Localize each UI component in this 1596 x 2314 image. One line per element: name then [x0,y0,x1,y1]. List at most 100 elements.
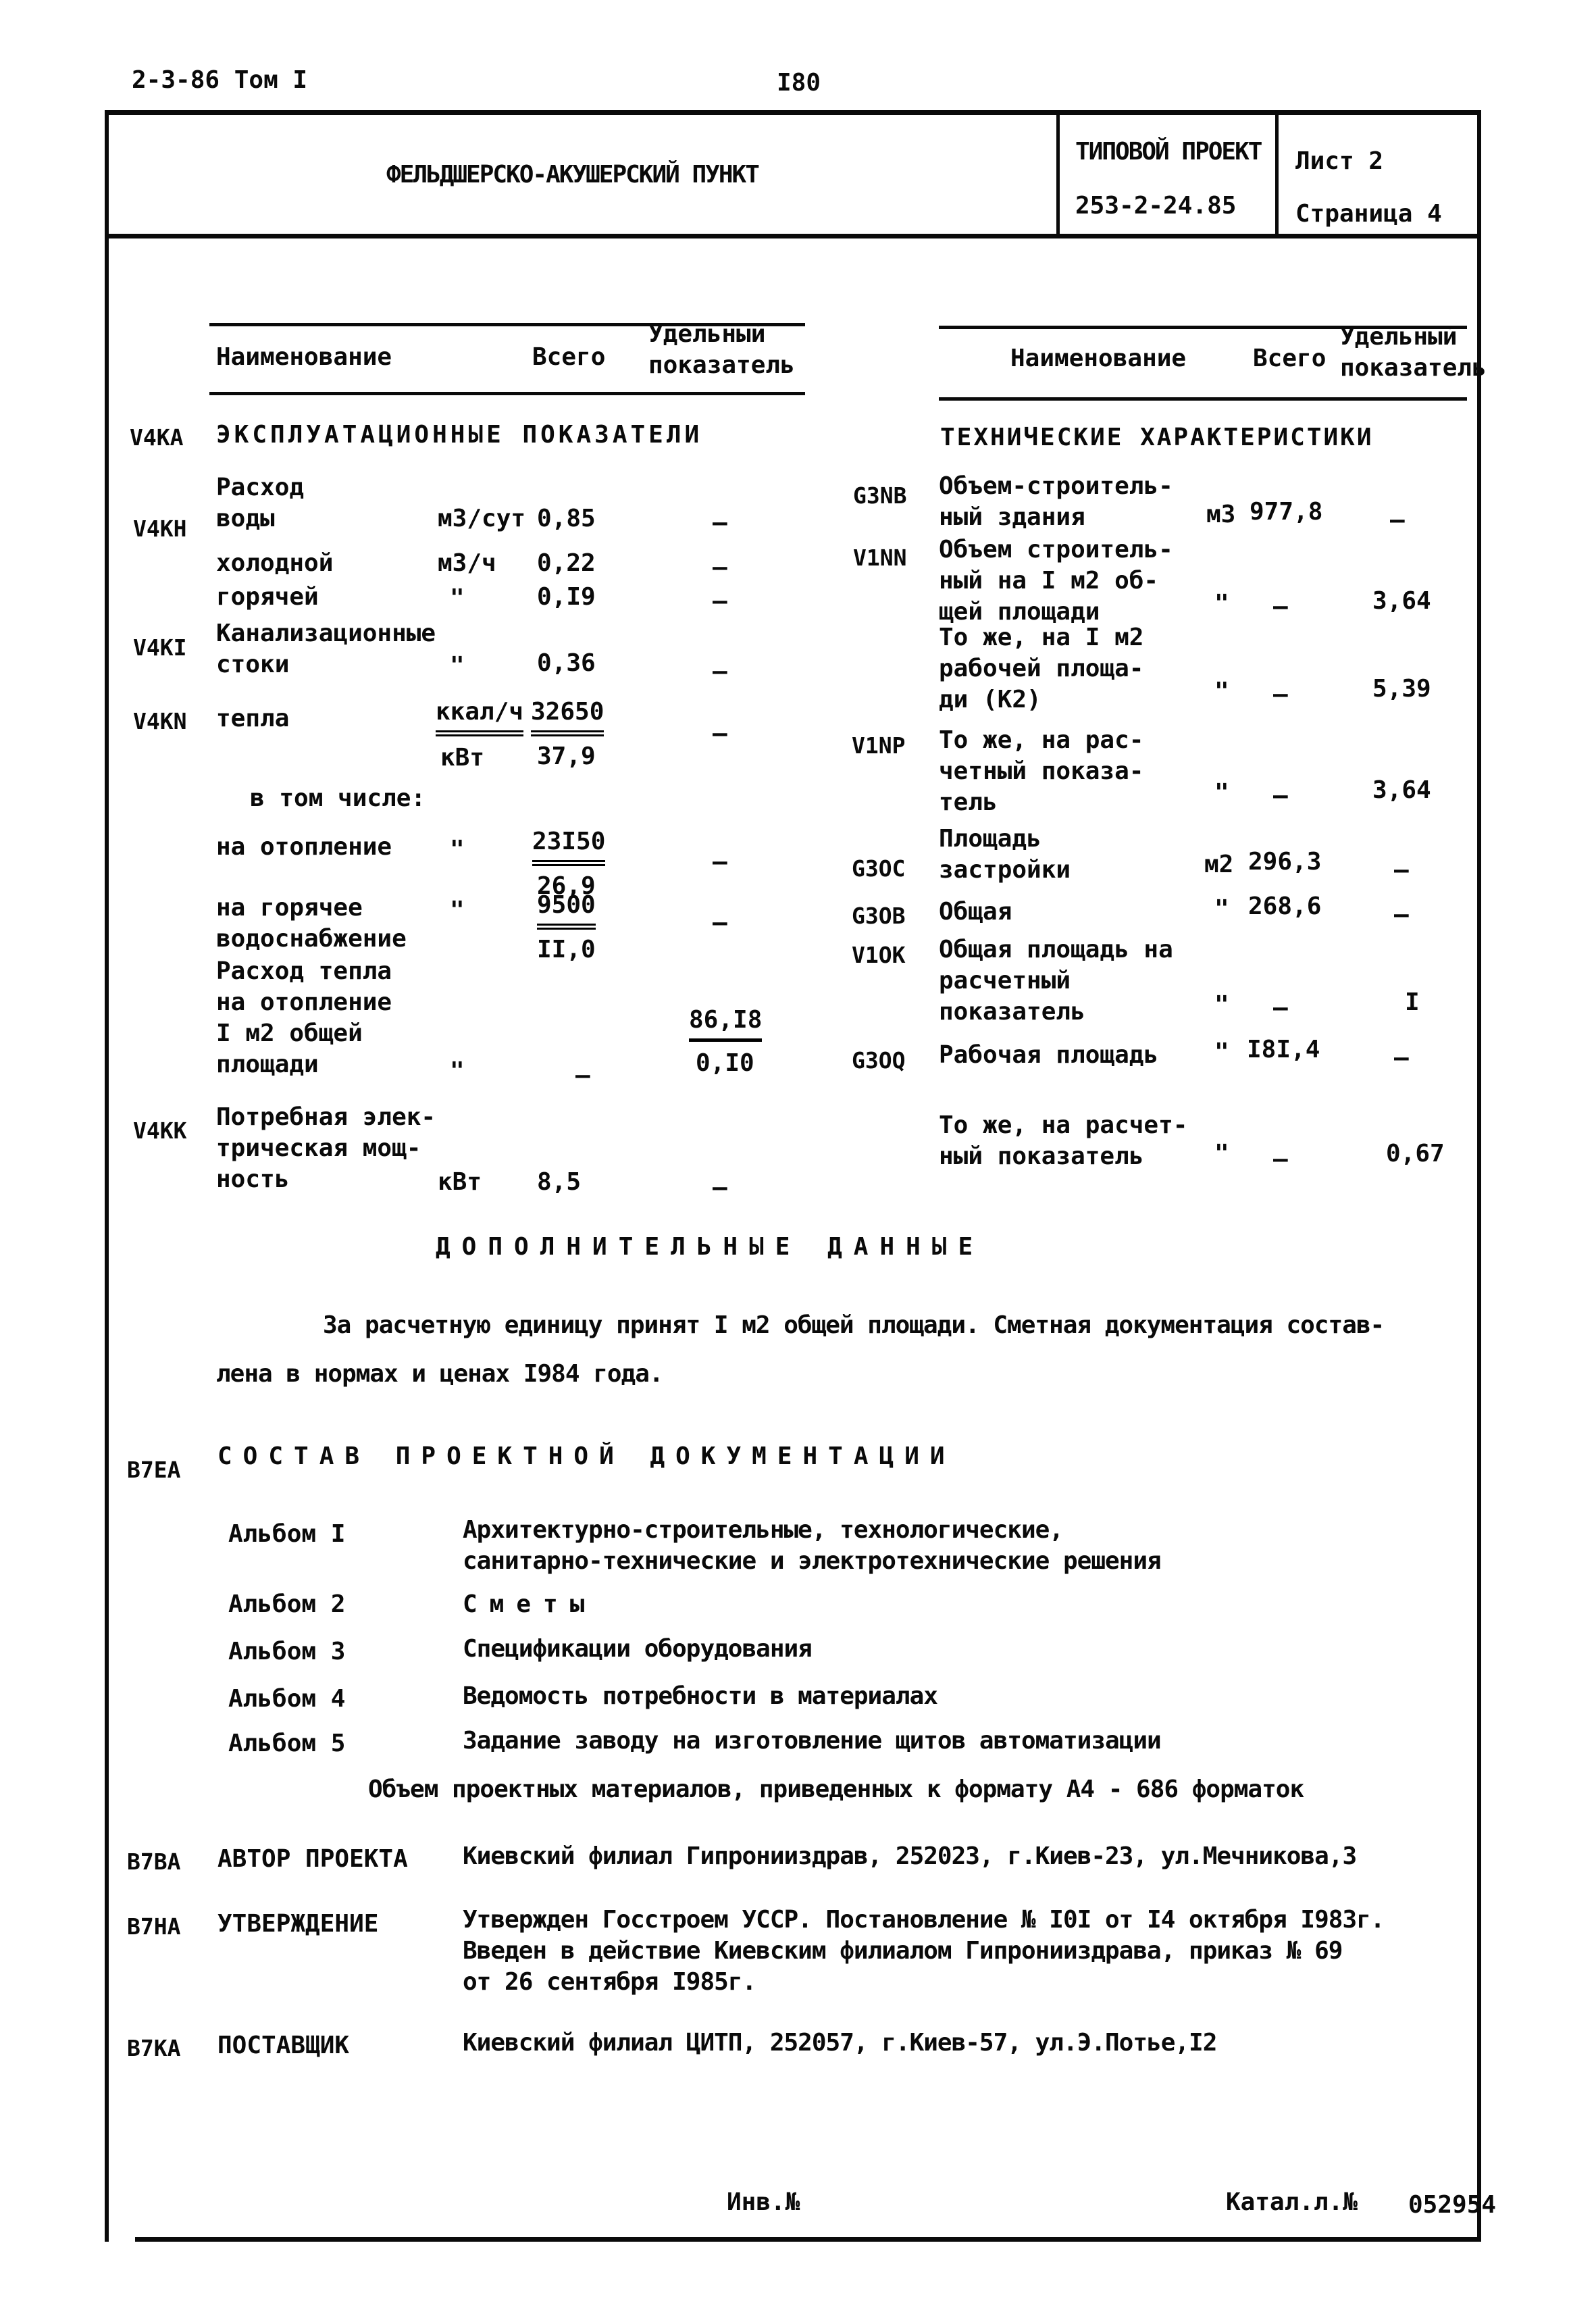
row-specific: 3,64 [1372,587,1431,615]
row-name: горячей [216,583,319,611]
row-name: на отопление [216,833,392,861]
supplier-value: Киевский филиал ЦИТП, 252057, г.Киев-57,… [463,2029,1217,2057]
album-label: Альбом 2 [228,1590,346,1618]
right-section-title: ТЕХНИЧЕСКИЕ ХАРАКТЕРИСТИКИ [940,424,1374,451]
row-name: Общая [939,898,1012,926]
row-name: То же, на рас- четный показа- тель [939,726,1144,816]
inventory-number-label: Инв.№ [727,2188,800,2216]
row-specific: – [1394,856,1409,884]
frame-right-border [1477,110,1481,2242]
row-unit-ditto: " [1214,1140,1229,1167]
row-total: 296,3 [1248,848,1322,876]
left-table-header-rule [209,392,805,395]
row-specific: – [713,553,727,581]
row-specific: – [1390,506,1405,534]
author-value: Киевский филиал Гипронииздрав, 252023, г… [463,1842,1357,1870]
row-total: – [1273,782,1288,809]
supplier-label: ПОСТАВЩИК [217,2032,350,2059]
row-specific-denominator: 0,I0 [696,1049,754,1077]
right-table-header-rule [939,397,1467,401]
row-specific: – [713,1174,727,1201]
row-code: V4KA [130,424,184,451]
row-specific: – [713,848,727,876]
project-type-label: ТИПОВОЙ ПРОЕКТ [1075,138,1262,166]
row-specific: – [713,720,727,747]
row-unit-ditto: " [450,836,465,863]
row-code: V4KI [133,634,187,661]
row-name: Объем строитель- ный на I м2 об- щей пло… [939,536,1173,626]
row-unit-ditto: " [1214,991,1229,1019]
frame-top-border [105,110,1481,115]
row-name: Объем-строитель- ный здания [939,472,1173,531]
row-total: – [575,1061,590,1089]
left-section-title: ЭКСПЛУАТАЦИОННЫЕ ПОКАЗАТЕЛИ [216,421,703,449]
row-name: Потребная элек- трическая мощ- ность [216,1103,436,1193]
additional-data-title: ДОПОЛНИТЕЛЬНЫЕ ДАННЫЕ [436,1233,985,1261]
row-unit-ditto: " [450,1057,465,1085]
row-unit-ditto: " [1214,779,1229,807]
row-name: Расход тепла на отопление I м2 общей пло… [216,957,392,1078]
titleblock-divider-1 [1056,110,1060,238]
row-name: Канализационные стоки [216,620,436,678]
row-code: V4KK [133,1117,187,1144]
row-total: 977,8 [1250,498,1323,526]
right-col-total: Всего [1253,345,1327,372]
row-total-numerator: 23I50 [532,826,606,866]
left-col-specific: Удельный показатель [648,320,795,379]
composition-title: СОСТАВ ПРОЕКТНОЙ ДОКУМЕНТАЦИИ [217,1442,956,1470]
right-col-specific: Удельный показатель [1340,323,1487,382]
row-code: B7KA [127,2035,181,2061]
row-total: 0,36 [537,649,596,677]
row-total: – [1273,1145,1288,1173]
row-unit-ditto: " [1214,678,1229,705]
row-name: тепла [216,705,290,732]
project-number: 253-2-24.85 [1075,192,1237,220]
titleblock-bottom-rule [105,234,1481,238]
row-specific: – [713,657,727,685]
row-name: То же, на расчет- ный показатель [939,1111,1188,1170]
row-name: Рабочая площадь [939,1041,1159,1069]
row-specific: I [1405,988,1420,1016]
left-col-name: Наименование [216,343,392,371]
row-total: 8,5 [537,1168,582,1196]
approval-label: УТВЕРЖДЕНИЕ [217,1910,379,1938]
row-total: 0,I9 [537,583,596,611]
row-unit: кВт [438,1168,482,1196]
right-col-name: Наименование [1010,345,1187,372]
group-label: Расход [216,474,305,501]
page-number: I80 [777,69,821,97]
album-label: Альбом I [228,1520,346,1548]
row-total: – [1273,593,1288,620]
row-unit-ditto: " [450,652,465,680]
row-total-denominator: II,0 [537,936,596,963]
row-code: G3NB [853,482,907,509]
album-label: Альбом 3 [228,1638,346,1665]
titleblock-divider-2 [1275,110,1279,238]
row-name: Общая площадь на расчетный показатель [939,936,1173,1026]
facility-title: ФЕЛЬДШЕРСКО-АКУШЕРСКИЙ ПУНКТ [386,161,760,188]
album-description: Спецификации оборудования [463,1635,813,1663]
row-unit-ditto: " [450,897,465,924]
row-name: воды [216,505,275,532]
group-label: Площадь [939,825,1041,853]
doc-reference: 2-3-86 Том I [132,66,308,94]
frame-bottom-border [135,2237,1481,2242]
frame-left-border [105,110,109,2242]
row-unit-ditto: " [1214,895,1229,923]
row-unit: м3/сут [438,505,526,532]
row-code: V1OK [852,942,906,968]
row-total-numerator: 32650 [531,697,604,736]
approval-value: Утвержден Госстроем УССР. Постановление … [463,1906,1385,1996]
additional-paragraph-line2: лена в нормах и ценах I984 года. [216,1360,664,1388]
row-total-numerator: 9500 [537,890,596,930]
row-code: B7EA [127,1457,181,1483]
row-code: G3OC [852,855,906,882]
row-unit-numerator: ккал/ч [436,697,524,736]
right-table-top-rule [939,326,1467,329]
sheet-number: Лист 2 [1295,147,1384,175]
row-code: B7HA [127,1913,181,1940]
left-col-total: Всего [532,343,606,371]
row-specific: – [1394,1044,1409,1072]
row-specific: – [1394,901,1409,928]
row-code: V1NN [853,545,907,571]
